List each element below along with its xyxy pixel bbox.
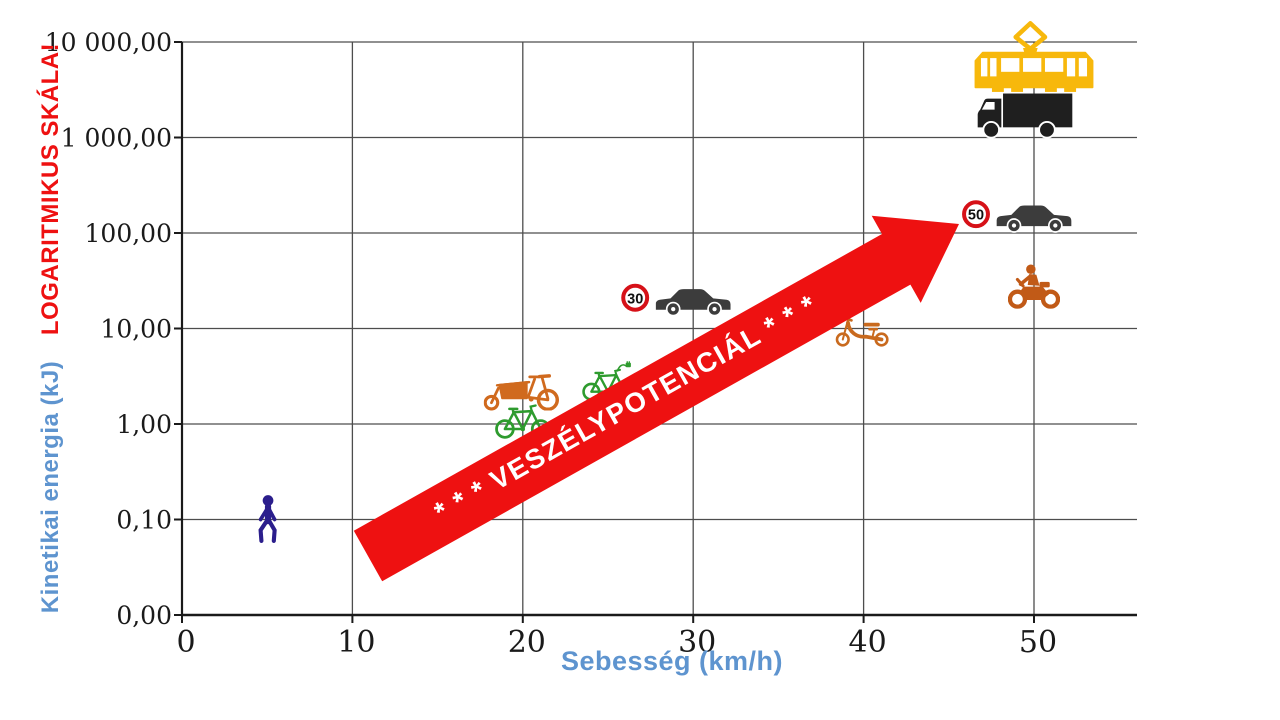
x-tick-label: 10 <box>337 625 375 660</box>
tram-point <box>975 23 1092 92</box>
x-tick-label: 20 <box>508 625 546 660</box>
truck-point <box>977 93 1073 139</box>
speed-limit-30-value: 30 <box>627 291 643 307</box>
x-tick-label: 40 <box>849 625 887 660</box>
cargo-bike-point <box>483 374 560 411</box>
x-tick-label: 50 <box>1019 625 1057 660</box>
x-axis-title: Sebesség (km/h) <box>560 646 784 676</box>
y-tick-label: 0,10 <box>116 506 172 535</box>
axes-layer <box>174 41 1137 623</box>
y-axis-log-scale-note: LOGARITMIKUS SKÁLA! <box>37 42 64 336</box>
x-tick-label: 0 <box>176 625 195 660</box>
data-points-layer: 30 50 <box>261 23 1093 541</box>
grid-layer <box>181 41 1137 615</box>
y-tick-label: 1,00 <box>116 410 172 439</box>
y-tick-label: 100,00 <box>85 219 172 248</box>
tick-labels-layer: 0 10 20 30 40 50 10 000,00 1 000,00 100,00 10,00 1… <box>45 28 1057 660</box>
y-tick-label: 1 000,00 <box>61 124 172 153</box>
y-tick-label: 10,00 <box>100 315 172 344</box>
y-axis-title: Kinetikai energia (kJ) <box>37 360 64 614</box>
y-tick-label: 10 000,00 <box>45 28 172 57</box>
speed-limit-50-value: 50 <box>968 208 984 224</box>
x-tick-label: 30 <box>678 625 716 660</box>
moped-point <box>835 315 890 347</box>
danger-arrow-shape <box>353 215 959 582</box>
pedestrian-point <box>261 495 275 541</box>
danger-potential-arrow: * * * VESZÉLYPOTENCIÁL * * * <box>353 215 959 582</box>
y-tick-label: 0,00 <box>116 601 172 630</box>
